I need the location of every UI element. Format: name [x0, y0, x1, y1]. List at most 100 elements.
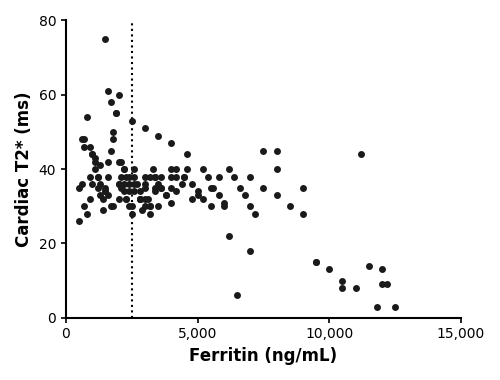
Point	[128, 118, 136, 124]
Point	[236, 185, 244, 191]
Point	[138, 207, 146, 213]
Point	[80, 136, 88, 142]
Point	[183, 166, 191, 172]
Point	[120, 188, 128, 195]
Point	[88, 181, 96, 187]
Point	[91, 158, 99, 165]
Point	[112, 110, 120, 116]
Point	[252, 211, 260, 217]
Point	[183, 151, 191, 157]
Point	[272, 166, 280, 172]
Point	[125, 181, 133, 187]
Point	[94, 185, 102, 191]
Point	[106, 99, 114, 105]
Point	[167, 174, 175, 180]
Point	[378, 266, 386, 272]
Point	[246, 248, 254, 254]
Point	[167, 200, 175, 206]
Point	[152, 185, 160, 191]
Point	[162, 192, 170, 198]
Point	[94, 174, 102, 180]
Point	[102, 188, 110, 195]
Point	[75, 218, 83, 224]
Point	[141, 125, 149, 131]
Point	[91, 166, 99, 172]
Point	[260, 147, 268, 154]
Point	[102, 188, 110, 195]
Point	[225, 166, 233, 172]
Point	[102, 185, 110, 191]
Point	[220, 203, 228, 209]
Point	[88, 151, 96, 157]
Point	[130, 188, 138, 195]
Point	[199, 196, 207, 202]
Point	[141, 185, 149, 191]
Point	[141, 203, 149, 209]
Point	[246, 203, 254, 209]
Point	[312, 259, 320, 265]
Point	[188, 196, 196, 202]
Point	[122, 196, 130, 202]
Point	[260, 185, 268, 191]
Point	[180, 174, 188, 180]
Point	[194, 188, 202, 195]
Point	[128, 203, 136, 209]
Point	[75, 185, 83, 191]
Point	[130, 166, 138, 172]
Point	[117, 185, 125, 191]
Point	[125, 203, 133, 209]
Y-axis label: Cardiac T2* (ms): Cardiac T2* (ms)	[15, 91, 33, 247]
Point	[210, 185, 218, 191]
Point	[136, 188, 143, 195]
Point	[104, 174, 112, 180]
Point	[112, 110, 120, 116]
Point	[122, 196, 130, 202]
Point	[220, 200, 228, 206]
Point	[146, 203, 154, 209]
Point	[312, 259, 320, 265]
Point	[141, 196, 149, 202]
Point	[94, 174, 102, 180]
Point	[154, 181, 162, 187]
Point	[152, 174, 160, 180]
Point	[378, 281, 386, 287]
Point	[233, 292, 241, 298]
Point	[241, 192, 249, 198]
Point	[136, 196, 143, 202]
Point	[86, 144, 94, 150]
Point	[141, 181, 149, 187]
Point	[167, 166, 175, 172]
Point	[286, 203, 294, 209]
Point	[156, 185, 164, 191]
Point	[125, 188, 133, 195]
Point	[106, 203, 114, 209]
Point	[214, 174, 222, 180]
Point	[146, 211, 154, 217]
Point	[357, 151, 365, 157]
Point	[83, 211, 91, 217]
Point	[130, 174, 138, 180]
Point	[162, 192, 170, 198]
Point	[96, 162, 104, 168]
Point	[146, 174, 154, 180]
Point	[136, 196, 143, 202]
Point	[88, 151, 96, 157]
Point	[120, 166, 128, 172]
Point	[364, 263, 372, 269]
Point	[110, 203, 118, 209]
Point	[120, 181, 128, 187]
Point	[117, 158, 125, 165]
Point	[96, 192, 104, 198]
Point	[110, 136, 118, 142]
Point	[86, 196, 94, 202]
Point	[372, 304, 380, 310]
Point	[114, 196, 122, 202]
Point	[338, 285, 346, 291]
Point	[114, 92, 122, 98]
Point	[154, 133, 162, 139]
Point	[214, 192, 222, 198]
Point	[114, 158, 122, 165]
Point	[167, 185, 175, 191]
Point	[96, 181, 104, 187]
Point	[125, 174, 133, 180]
